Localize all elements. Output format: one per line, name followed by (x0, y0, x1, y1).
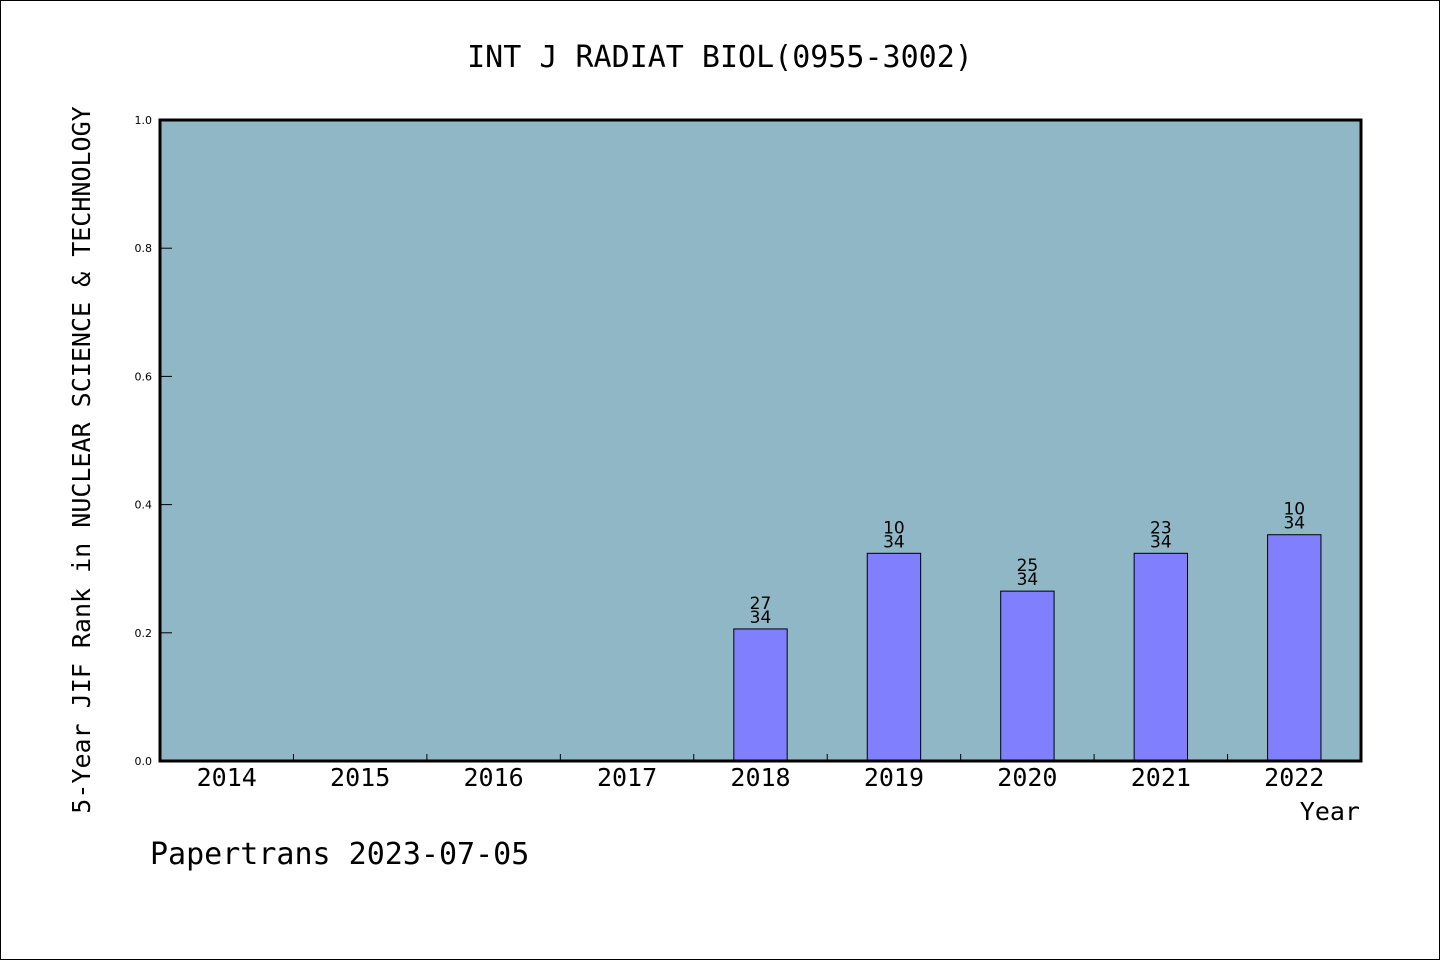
x-tick-label: 2016 (464, 763, 524, 792)
chart-title: INT J RADIAT BIOL(0955-3002) (467, 40, 973, 75)
bar-total-label: 34 (750, 608, 772, 628)
bar-rank-label: 25 (1017, 556, 1039, 576)
x-axis: 2014 2015 2016 2017 2018 2019 2020 2021 2022 (197, 754, 1324, 792)
y-tick-label: 0.8 (135, 242, 153, 255)
bar-total-label: 34 (1283, 514, 1305, 534)
y-tick-label: 0.0 (135, 755, 153, 768)
y-axis: 0.0 0.2 0.4 0.6 0.8 1.0 (135, 114, 172, 768)
bar-rank-label: 10 (883, 518, 905, 538)
bar (1267, 534, 1322, 762)
y-tick-label: 0.4 (135, 499, 153, 512)
x-tick-label: 2018 (730, 763, 790, 792)
y-axis-label: 5-Year JIF Rank in NUCLEAR SCIENCE & TEC… (67, 106, 96, 813)
bar-total-label: 34 (1150, 532, 1172, 552)
x-tick-label: 2022 (1264, 763, 1324, 792)
bar (733, 628, 788, 762)
bar (866, 552, 922, 762)
x-axis-label: Year (1300, 797, 1360, 826)
bar-total-label: 34 (883, 532, 905, 552)
bar-rank-label: 27 (750, 594, 772, 614)
bars-group (733, 534, 1322, 762)
bar-rank-label: 10 (1283, 500, 1305, 520)
bar (1133, 552, 1189, 762)
bar (1000, 590, 1055, 762)
bar-total-label: 34 (1017, 570, 1039, 590)
bar-rank-label: 23 (1150, 518, 1172, 538)
x-tick-label: 2014 (197, 763, 257, 792)
x-tick-label: 2020 (997, 763, 1057, 792)
y-tick-label: 1.0 (135, 114, 153, 127)
plot-frame (158, 118, 1363, 763)
x-tick-label: 2021 (1131, 763, 1191, 792)
x-tick-label: 2019 (864, 763, 924, 792)
x-tick-label: 2017 (597, 763, 657, 792)
x-tick-label: 2015 (330, 763, 390, 792)
y-tick-label: 0.2 (135, 627, 153, 640)
footer-credit: Papertrans 2023-07-05 (150, 837, 529, 872)
y-tick-label: 0.6 (135, 370, 153, 383)
